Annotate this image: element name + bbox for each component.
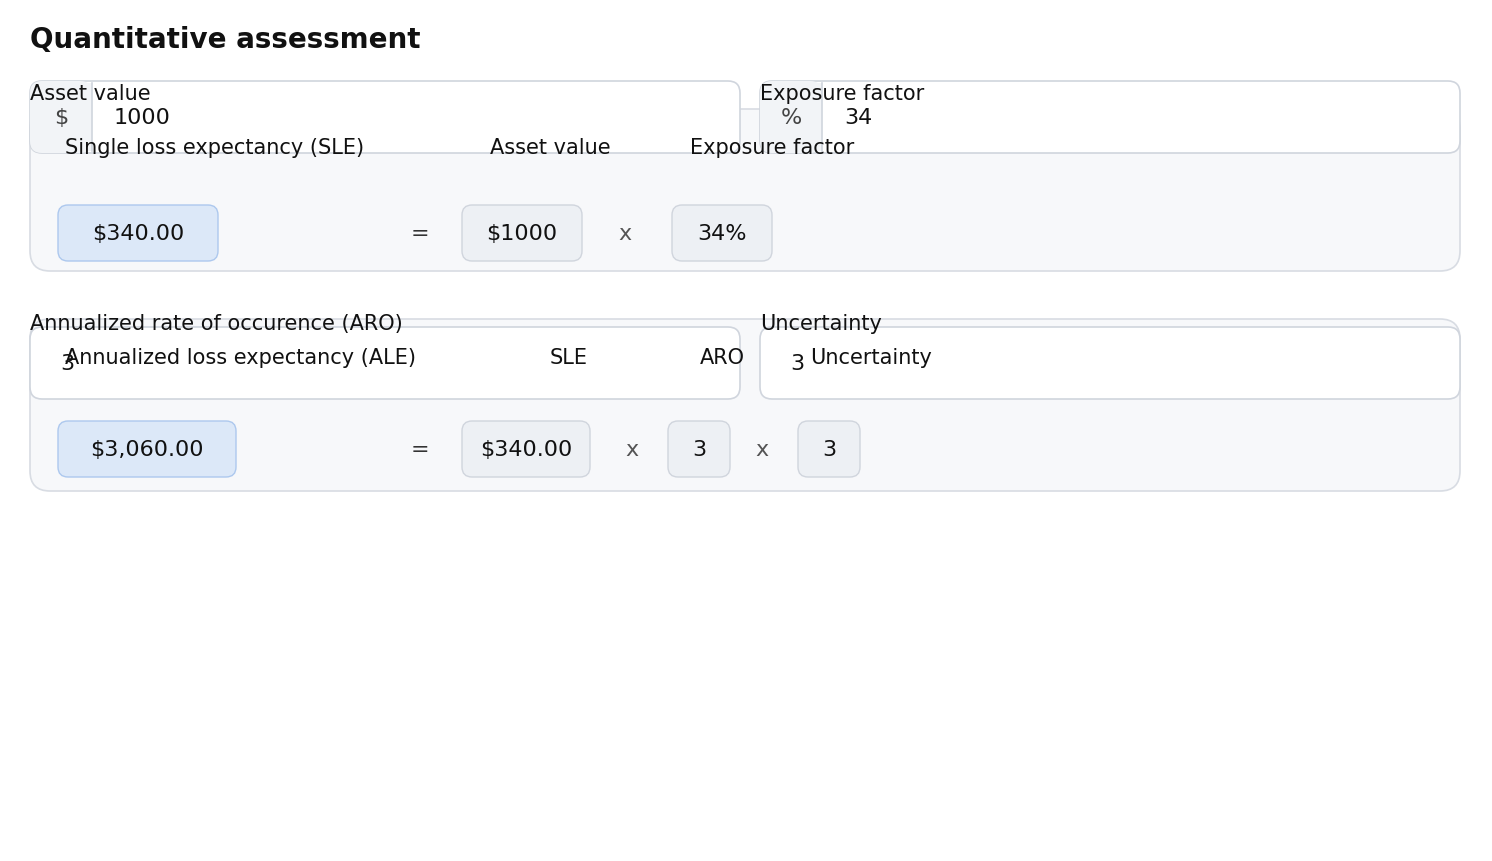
Text: 3: 3 (822, 439, 836, 460)
Text: 3: 3 (789, 354, 804, 374)
FancyBboxPatch shape (30, 110, 1461, 272)
FancyBboxPatch shape (30, 82, 740, 154)
Text: x: x (625, 439, 639, 460)
Text: Asset value: Asset value (489, 138, 610, 158)
Text: 34%: 34% (697, 224, 747, 244)
Text: 3: 3 (60, 354, 75, 374)
Text: $: $ (54, 108, 69, 127)
Text: Uncertainty: Uncertainty (759, 313, 882, 333)
FancyBboxPatch shape (668, 422, 730, 478)
FancyBboxPatch shape (58, 422, 236, 478)
Text: Annualized rate of occurence (ARO): Annualized rate of occurence (ARO) (30, 313, 403, 333)
Text: =: = (410, 439, 430, 460)
Bar (55, 84, 93, 152)
Text: Asset value: Asset value (30, 84, 151, 104)
Text: $340.00: $340.00 (93, 224, 184, 244)
Text: Single loss expectancy (SLE): Single loss expectancy (SLE) (66, 138, 364, 158)
Text: $340.00: $340.00 (480, 439, 571, 460)
Text: Uncertainty: Uncertainty (810, 348, 932, 368)
FancyBboxPatch shape (759, 328, 1461, 400)
Text: x: x (755, 439, 768, 460)
Text: %: % (780, 108, 801, 127)
Text: Quantitative assessment: Quantitative assessment (30, 26, 421, 54)
Text: x: x (619, 224, 631, 244)
Text: $1000: $1000 (486, 224, 558, 244)
Text: 1000: 1000 (113, 108, 172, 127)
Text: $3,060.00: $3,060.00 (90, 439, 204, 460)
FancyBboxPatch shape (759, 82, 1461, 154)
Text: 3: 3 (692, 439, 706, 460)
Bar (785, 84, 822, 152)
Text: ARO: ARO (700, 348, 745, 368)
Text: Annualized loss expectancy (ALE): Annualized loss expectancy (ALE) (66, 348, 416, 368)
Text: Exposure factor: Exposure factor (689, 138, 855, 158)
FancyBboxPatch shape (58, 206, 218, 262)
FancyBboxPatch shape (30, 82, 93, 154)
Text: Exposure factor: Exposure factor (759, 84, 924, 104)
FancyBboxPatch shape (759, 82, 822, 154)
FancyBboxPatch shape (30, 319, 1461, 492)
Text: 34: 34 (844, 108, 873, 127)
FancyBboxPatch shape (798, 422, 859, 478)
FancyBboxPatch shape (671, 206, 771, 262)
FancyBboxPatch shape (463, 206, 582, 262)
FancyBboxPatch shape (463, 422, 589, 478)
FancyBboxPatch shape (30, 328, 740, 400)
Text: SLE: SLE (551, 348, 588, 368)
Text: =: = (410, 224, 430, 244)
